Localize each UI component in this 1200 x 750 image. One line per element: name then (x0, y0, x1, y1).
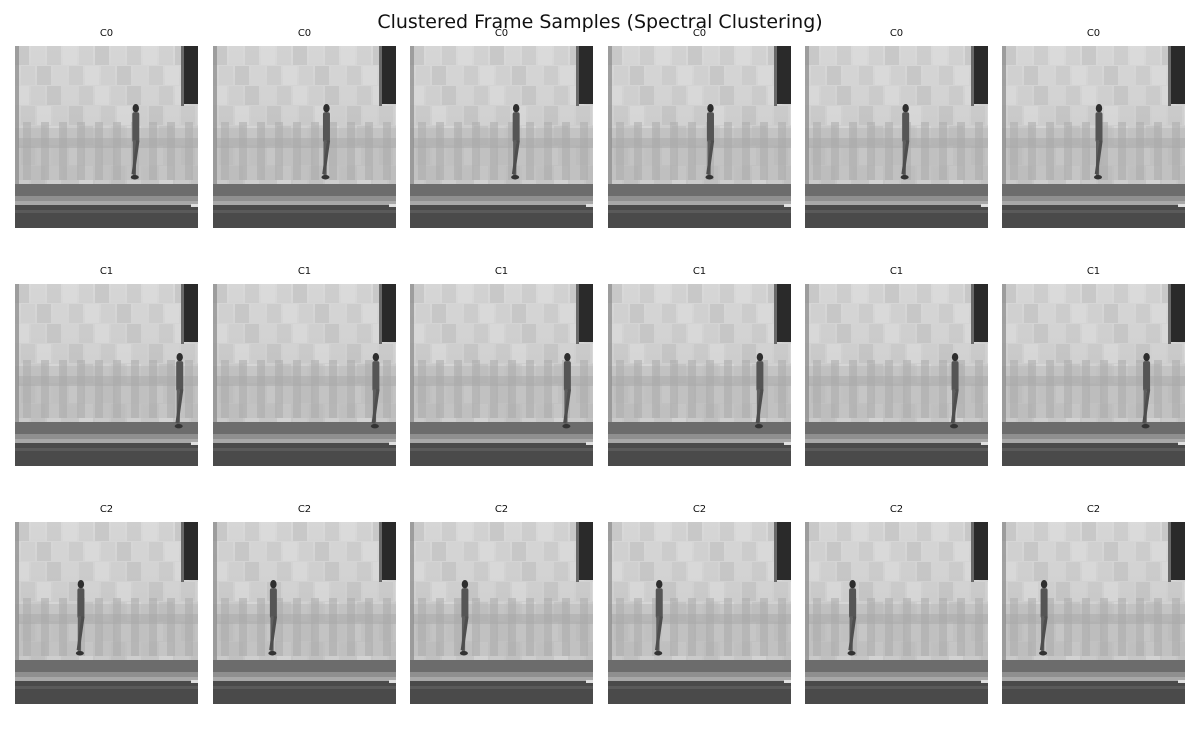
frame-image (213, 46, 396, 228)
frame-image (213, 522, 396, 704)
cluster-label: C2 (889, 504, 904, 515)
frame-image (805, 46, 988, 228)
cluster-label: C0 (692, 28, 707, 39)
cluster-label: C2 (494, 504, 509, 515)
frame-image (410, 522, 593, 704)
cluster-label: C2 (99, 504, 114, 515)
figure-title: Clustered Frame Samples (Spectral Cluste… (377, 11, 823, 33)
cluster-label: C1 (297, 266, 312, 277)
frame-image (15, 46, 198, 228)
frame-image (1002, 284, 1185, 466)
frame-image (410, 46, 593, 228)
frame-image (15, 284, 198, 466)
cluster-label: C0 (494, 28, 509, 39)
cluster-label: C0 (1086, 28, 1101, 39)
frame-image (608, 46, 791, 228)
frame-image (608, 522, 791, 704)
cluster-label: C0 (99, 28, 114, 39)
cluster-label: C0 (889, 28, 904, 39)
cluster-label: C2 (1086, 504, 1101, 515)
cluster-label: C1 (99, 266, 114, 277)
cluster-label: C1 (889, 266, 904, 277)
frame-image (805, 522, 988, 704)
frame-image (1002, 522, 1185, 704)
frame-image (608, 284, 791, 466)
frame-image (213, 284, 396, 466)
cluster-label: C1 (494, 266, 509, 277)
cluster-label: C2 (692, 504, 707, 515)
frame-image (410, 284, 593, 466)
frame-image (1002, 46, 1185, 228)
frame-image (805, 284, 988, 466)
cluster-label: C0 (297, 28, 312, 39)
cluster-label: C2 (297, 504, 312, 515)
cluster-label: C1 (1086, 266, 1101, 277)
frame-image (15, 522, 198, 704)
cluster-label: C1 (692, 266, 707, 277)
